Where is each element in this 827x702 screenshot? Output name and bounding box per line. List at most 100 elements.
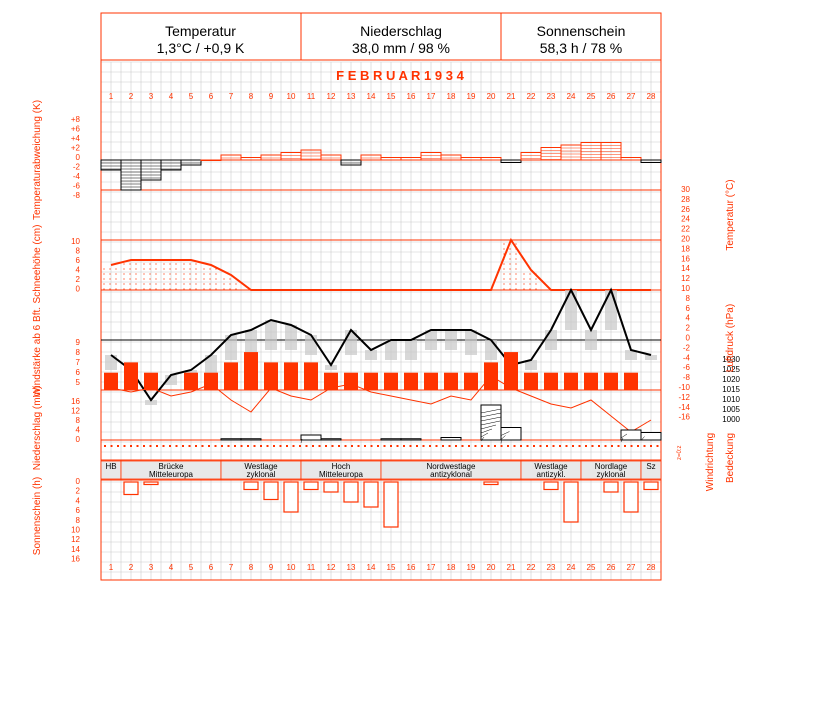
snow-dot	[189, 288, 191, 290]
sunshine-bar	[343, 481, 359, 503]
temperature-line	[110, 287, 652, 402]
sunshine-bar	[563, 481, 579, 523]
cloud-mark	[526, 445, 529, 447]
day-label-top: 4	[169, 92, 174, 101]
snow-dot	[203, 288, 205, 290]
snow-dot	[129, 283, 131, 285]
wind-bar	[544, 372, 558, 390]
cloud-mark	[656, 445, 659, 447]
cloud-mark	[175, 445, 178, 447]
snow-dot	[163, 283, 165, 285]
snow-dot	[163, 288, 165, 290]
weather-type-label: Westlage	[534, 462, 568, 471]
axis-label-winddir: Windrichtung	[705, 433, 716, 491]
cloud-mark	[637, 445, 639, 447]
snow-dot	[503, 243, 505, 245]
snow-dot	[515, 253, 517, 255]
snow-dot	[515, 263, 517, 265]
snow-dot	[535, 283, 537, 285]
precip-bar	[400, 438, 422, 441]
cloud-mark	[630, 445, 633, 447]
cloud-mark	[474, 445, 477, 447]
month-title: F E B R U A R 1 9 3 4	[336, 68, 464, 83]
cloud-mark	[104, 445, 106, 447]
precip-hatch	[480, 408, 502, 414]
wind-bar	[264, 362, 278, 390]
cloud-mark	[234, 445, 236, 447]
snow-dot	[529, 283, 531, 285]
temperature-tick: -2	[683, 343, 691, 352]
snow-dot	[529, 288, 531, 290]
wind-bar	[344, 372, 358, 390]
precip-hatch	[480, 424, 497, 430]
pressure-tick: 1005	[722, 405, 740, 414]
header-temperature: Temperatur 1,3°C / +0,9 K	[101, 13, 300, 59]
wind-tick: 7	[76, 358, 81, 367]
snow-dot	[503, 253, 505, 255]
snow-dot	[195, 268, 197, 270]
header-temperature-title: Temperatur	[165, 23, 236, 39]
day-label-top: 21	[507, 92, 516, 101]
cloud-mark	[123, 445, 126, 447]
wind-bar	[564, 372, 578, 390]
wind-bar	[584, 372, 598, 390]
snow-dot	[143, 268, 145, 270]
cloud-mark	[240, 445, 243, 447]
axis-label-cloud: Bedeckung	[725, 433, 736, 483]
temperature-tick: 12	[681, 274, 690, 283]
snow-dot	[535, 278, 537, 280]
cloud-mark	[520, 445, 522, 447]
snow-dot	[503, 273, 505, 275]
snow-dot	[503, 283, 505, 285]
cloud-mark	[468, 445, 470, 447]
pressure-line	[110, 375, 652, 433]
sun-tick: 14	[71, 545, 80, 554]
snow-dot	[143, 273, 145, 275]
precip-hatch	[480, 412, 502, 418]
cloud-mark	[253, 445, 256, 447]
pressure-tick: 1010	[722, 395, 740, 404]
wind-bar	[424, 372, 438, 390]
precip-hatch	[480, 432, 489, 438]
axis-label-wind: Windstärke ab 6 Bft.	[32, 307, 43, 397]
cloud-mark	[578, 445, 581, 447]
snow-dot	[523, 288, 525, 290]
snow-dot	[235, 283, 237, 285]
snow-dot	[149, 283, 151, 285]
temp-range-bar	[625, 350, 637, 360]
temp-range-bar	[425, 330, 437, 350]
snow-dot	[215, 288, 217, 290]
day-label-bottom: 12	[327, 563, 336, 572]
sun-tick: 4	[76, 496, 81, 505]
snow-dot	[509, 258, 511, 260]
precip-tick: 16	[71, 397, 80, 406]
day-label-bottom: 11	[307, 563, 316, 572]
precip-bar	[320, 438, 342, 441]
snow-dot	[155, 288, 157, 290]
cloud-mark	[286, 445, 288, 447]
temperature-tick: 28	[681, 195, 690, 204]
sunshine-bar	[263, 481, 279, 501]
snow-dot	[109, 273, 111, 275]
snow-dot	[509, 288, 511, 290]
sun-tick: 10	[71, 526, 80, 535]
snow-tick: 2	[76, 275, 81, 284]
sunshine-bar	[303, 481, 319, 491]
snow-dot	[149, 278, 151, 280]
temperature-tick: 0	[686, 334, 691, 343]
temperature-tick: 6	[686, 304, 691, 313]
cloud-mark	[442, 445, 444, 447]
day-label-bottom: 7	[229, 563, 234, 572]
day-label-top: 2	[129, 92, 134, 101]
snow-tick: 8	[76, 247, 81, 256]
day-label-top: 22	[527, 92, 536, 101]
temperature-tick: 14	[681, 264, 690, 273]
snow-dot	[203, 268, 205, 270]
precip-hatch	[500, 439, 502, 444]
snow-dot	[109, 268, 111, 270]
day-label-bottom: 9	[269, 563, 274, 572]
axis-label-precip: Niederschlag (mm)	[32, 386, 43, 470]
precip-bar	[620, 429, 642, 441]
day-label-bottom: 2	[129, 563, 134, 572]
snow-dot	[183, 278, 185, 280]
